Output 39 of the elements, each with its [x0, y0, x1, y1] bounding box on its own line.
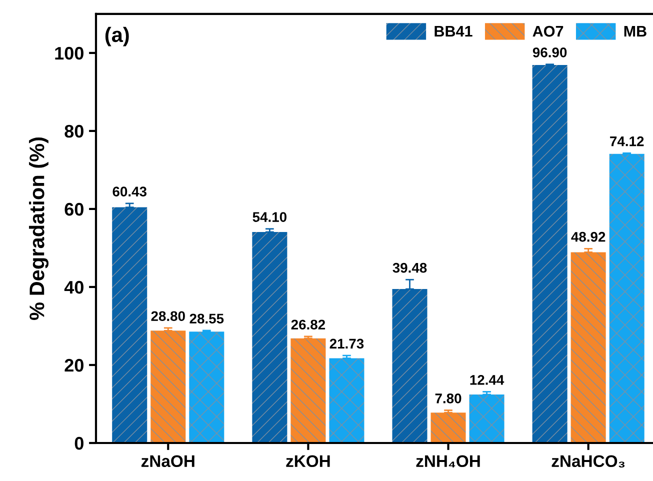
data-label: 7.80: [435, 393, 462, 404]
data-label: 74.12: [610, 136, 644, 146]
data-label: 96.90: [532, 48, 567, 58]
y-axis-title: % Degradation (%): [28, 137, 49, 320]
legend-label: BB41: [434, 26, 472, 37]
y-tick-label: 100: [55, 46, 84, 60]
y-tick-label: 40: [64, 280, 84, 294]
bar: [150, 330, 186, 443]
data-label: 28.55: [190, 314, 224, 324]
legend-label: AO7: [532, 26, 564, 37]
data-label: 12.44: [470, 375, 504, 385]
x-tick-label: zKOH: [286, 455, 330, 468]
data-label: 28.80: [151, 311, 185, 322]
data-label: 26.82: [291, 320, 326, 330]
y-tick-label: 0: [74, 436, 84, 450]
x-tick-label: zNaOH: [141, 455, 194, 468]
bar: [329, 358, 364, 443]
y-tick-label: 20: [64, 358, 84, 372]
bar: [430, 412, 466, 443]
bar: [532, 65, 568, 443]
data-label: 54.10: [252, 212, 286, 222]
bar: [469, 394, 504, 443]
x-tick-label: zNaHCO₃: [552, 455, 625, 468]
data-label: 21.73: [330, 338, 364, 349]
bar: [112, 207, 148, 443]
bar: [609, 154, 644, 443]
data-label: 60.43: [112, 186, 146, 197]
legend-label: MB: [624, 26, 646, 37]
bar: [252, 232, 288, 443]
data-label: 39.48: [392, 262, 427, 273]
bar: [290, 338, 326, 443]
x-tick-label: zNH₄OH: [416, 455, 480, 468]
bar: [570, 252, 606, 443]
annotation: (a): [105, 26, 129, 46]
bar: [189, 332, 224, 443]
y-tick-label: 80: [64, 124, 84, 138]
y-tick-label: 60: [64, 202, 84, 216]
data-label: 48.92: [571, 232, 606, 242]
bar: [392, 289, 428, 443]
